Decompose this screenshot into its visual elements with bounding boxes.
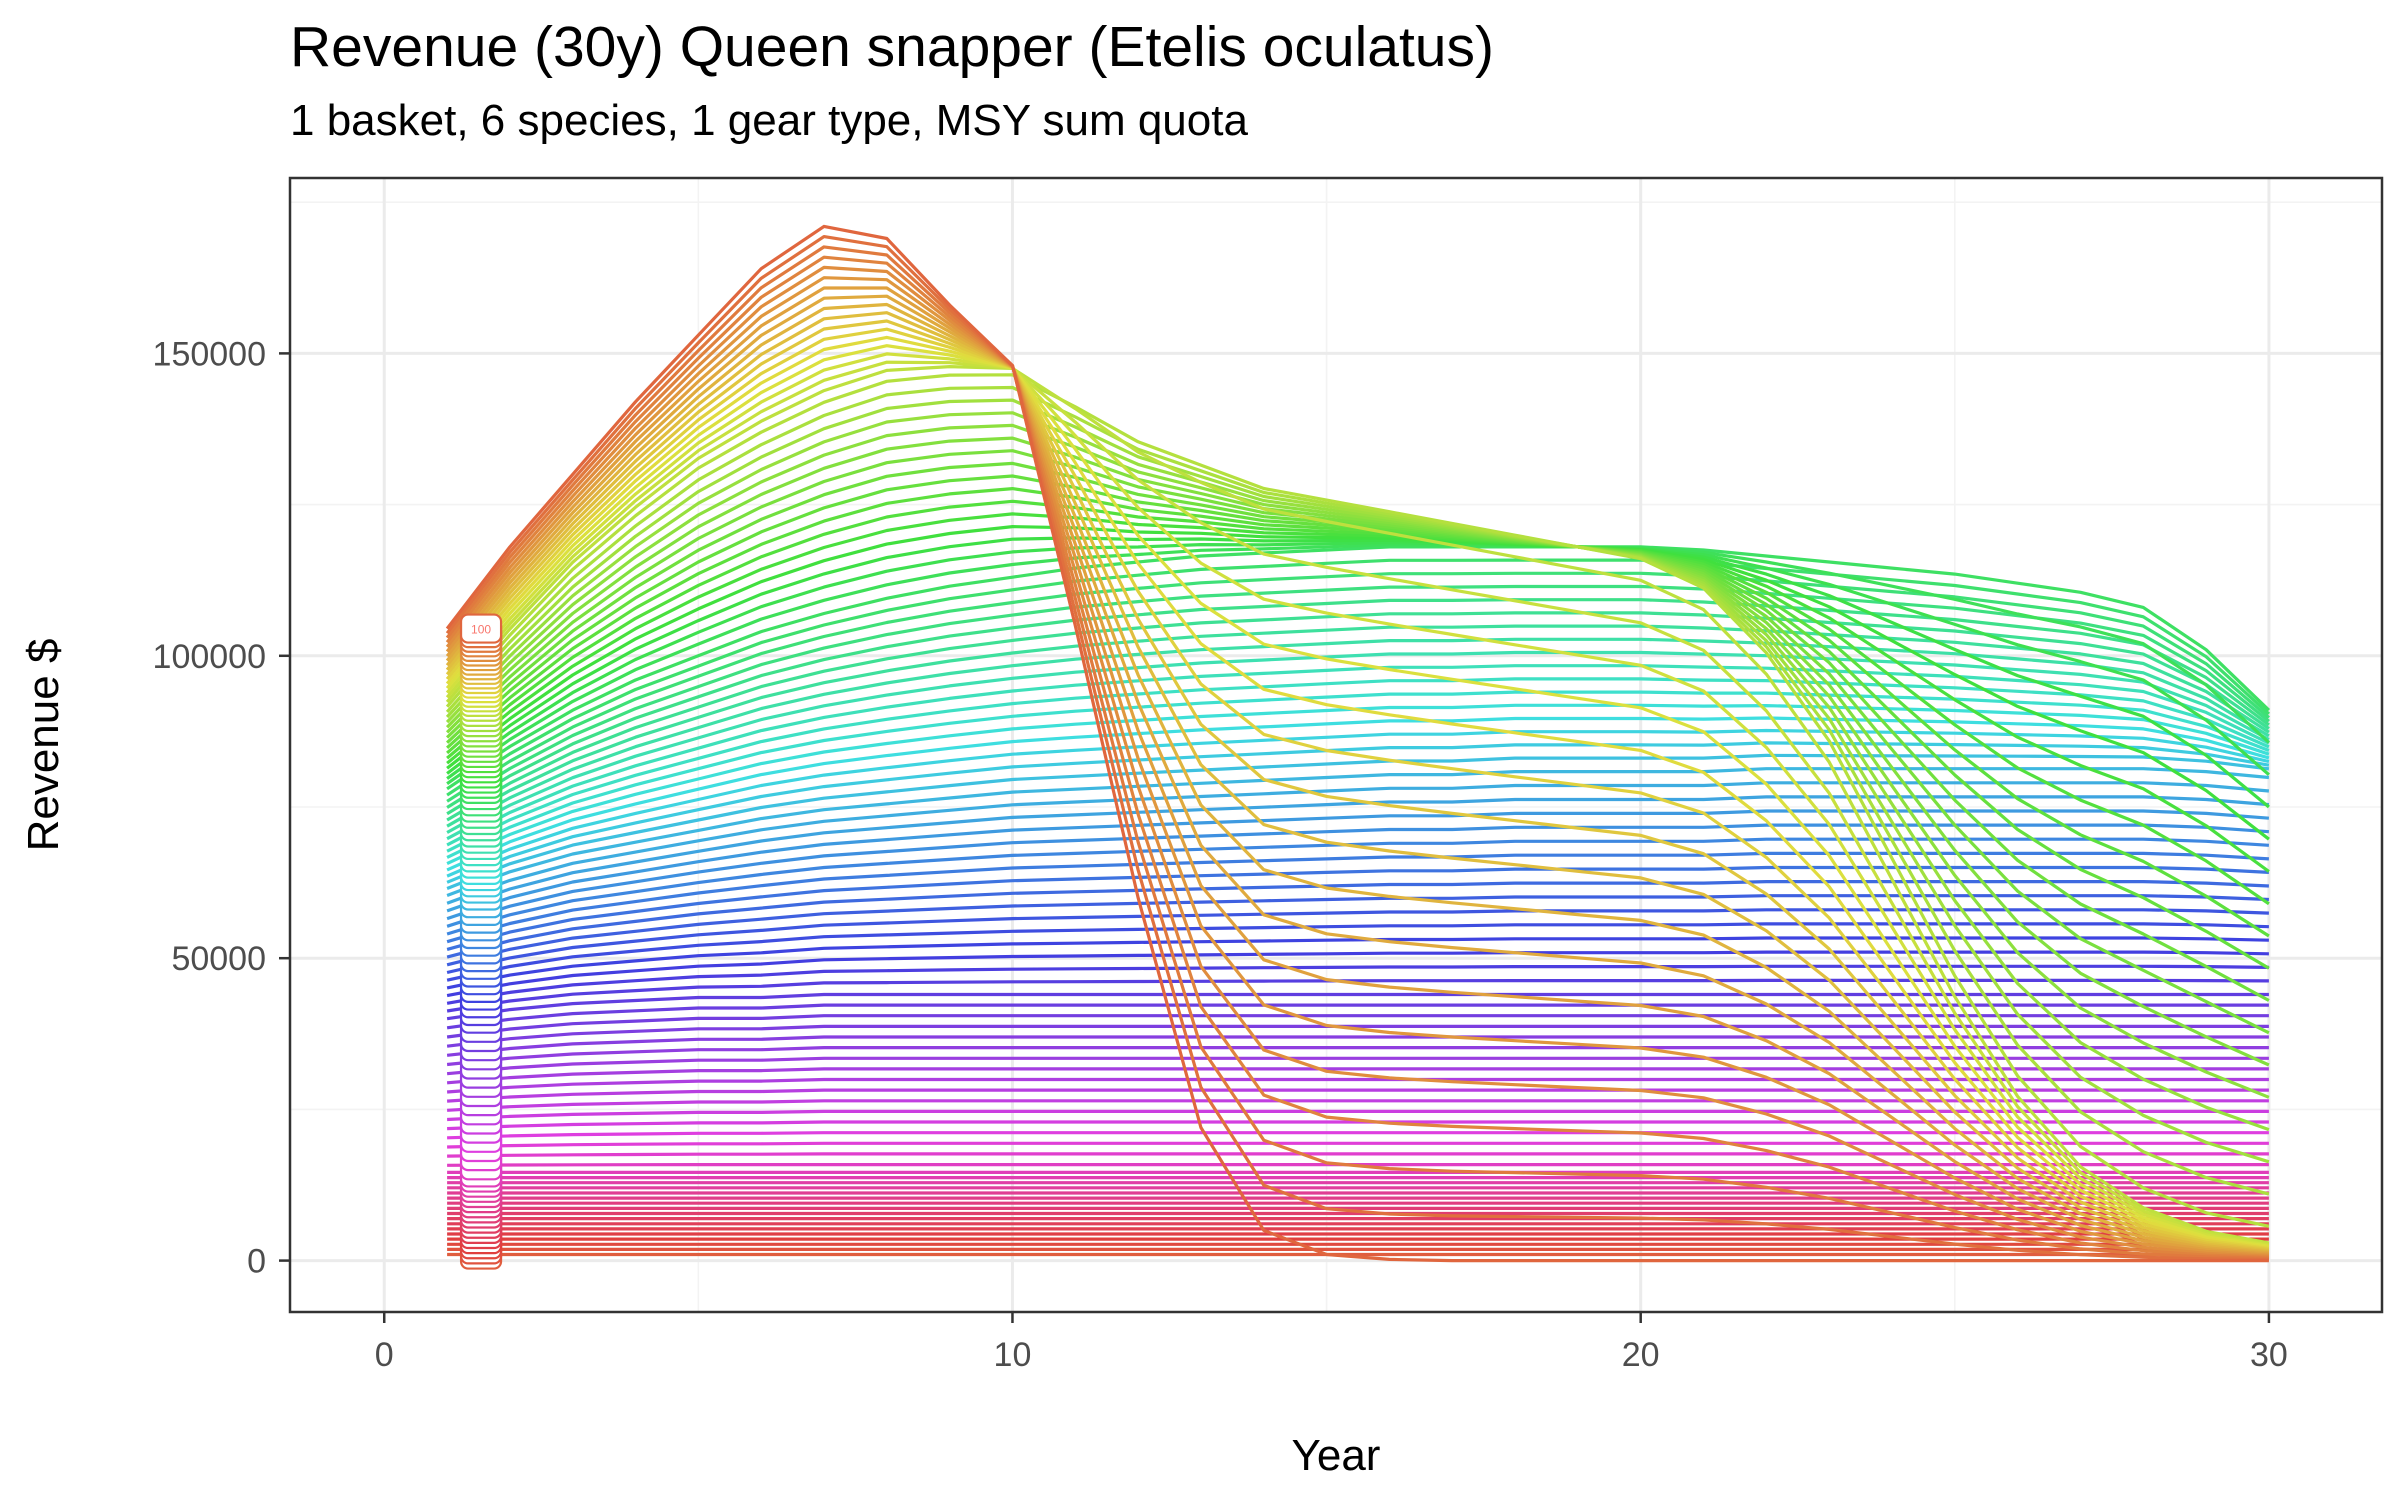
- series-line: [446, 690, 2270, 859]
- series-line: [446, 558, 2270, 797]
- series-line: [446, 741, 2270, 884]
- series-line: [446, 922, 2269, 982]
- series-line: [446, 584, 2270, 809]
- plot-panel-border: [288, 176, 2384, 1314]
- y-axis-title: Revenue $: [19, 639, 68, 852]
- x-tick-label: 30: [2250, 1336, 2288, 1374]
- series-line: [446, 487, 2270, 938]
- x-axis-title: Year: [1292, 1431, 1381, 1480]
- series-line: [446, 543, 2270, 786]
- series-line: [445, 411, 2270, 1132]
- series-line: [446, 677, 2270, 853]
- series-line: [446, 1067, 2269, 1085]
- chart-title: Revenue (30y) Queen snapper (Etelis ocul…: [290, 15, 1494, 79]
- series-line: [445, 373, 2270, 1228]
- series-line: [446, 536, 2270, 809]
- series-line: [446, 865, 2269, 951]
- series-line: [445, 365, 2270, 1245]
- x-tick-label: 20: [1622, 1336, 1660, 1374]
- series-end-label: [459, 613, 503, 644]
- series-line: [446, 851, 2269, 944]
- series-line: [446, 512, 2270, 873]
- series-line: [447, 1099, 2269, 1112]
- series-line: [447, 1152, 2269, 1158]
- series-line: [446, 571, 2270, 803]
- series-line: [446, 879, 2269, 959]
- series-line: [445, 423, 2270, 1099]
- series-line: [445, 449, 2270, 1035]
- series-line: [447, 1109, 2269, 1122]
- series-line: [445, 385, 2270, 1196]
- series-line: [446, 499, 2270, 906]
- series-line: [445, 286, 2270, 1256]
- series-line: [446, 908, 2269, 975]
- series-line: [446, 611, 2270, 822]
- x-tick-label: 10: [994, 1336, 1032, 1374]
- series-line: [446, 767, 2270, 897]
- y-tick-label: 50000: [171, 940, 266, 978]
- series-line: [447, 1141, 2269, 1149]
- series-line: [445, 398, 2270, 1164]
- series-line: [446, 1035, 2269, 1057]
- axis-ticks: 0 10 20 30 0 50000 100000 150000: [153, 335, 2288, 1374]
- series-end-labels: 100: [459, 613, 503, 1270]
- series-line: [446, 894, 2269, 967]
- series-line: [446, 1045, 2269, 1067]
- series-line: [445, 255, 2269, 1259]
- series-line: [446, 650, 2270, 841]
- series-line: [445, 265, 2269, 1258]
- series-line: [446, 837, 2270, 936]
- series-line: [446, 624, 2270, 828]
- series-line: [447, 1131, 2269, 1140]
- series-end-label-text: 100: [471, 623, 491, 637]
- chart-subtitle: 1 basket, 6 species, 1 gear type, MSY su…: [290, 96, 1248, 145]
- series-line: [446, 664, 2270, 847]
- series-line: [446, 978, 2269, 1013]
- series-line: [445, 311, 2270, 1253]
- series-line: [446, 461, 2270, 1002]
- series-line: [446, 795, 2270, 913]
- series-line: [445, 245, 2269, 1260]
- series-line: [445, 302, 2270, 1254]
- x-tick-label: 0: [375, 1336, 394, 1374]
- series-line: [446, 950, 2269, 998]
- series-line: [445, 360, 2270, 1246]
- series-line: [445, 335, 2270, 1249]
- series-line: [446, 1003, 2269, 1030]
- series-line: [445, 319, 2270, 1252]
- series-line: [445, 276, 2269, 1257]
- series-line: [446, 1077, 2269, 1094]
- series-line: [446, 716, 2270, 872]
- y-tick-label: 150000: [153, 335, 266, 373]
- series-line: [446, 598, 2270, 816]
- series-line: [446, 540, 2270, 780]
- series-line: [446, 545, 2271, 791]
- series-line: [445, 235, 2269, 1262]
- series-line: [446, 823, 2270, 928]
- series-line: [445, 327, 2270, 1251]
- y-tick-label: 0: [247, 1243, 266, 1281]
- series-line: [445, 344, 2270, 1248]
- series-line: [445, 352, 2270, 1247]
- series-line: [445, 294, 2270, 1255]
- series-line: [445, 436, 2270, 1067]
- y-tick-label: 100000: [153, 638, 266, 676]
- series-line: [445, 224, 2269, 1263]
- series-lines: [445, 224, 2271, 1263]
- series-line: [446, 524, 2270, 841]
